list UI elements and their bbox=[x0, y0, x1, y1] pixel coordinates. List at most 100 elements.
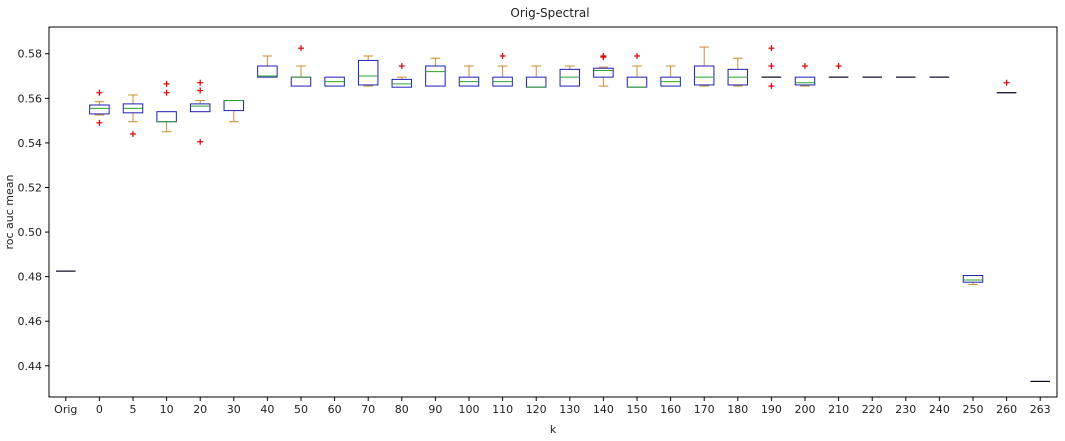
box-180 bbox=[727, 57, 749, 87]
box-series bbox=[56, 45, 1050, 382]
box-190 bbox=[761, 45, 782, 90]
box-body bbox=[425, 65, 446, 87]
box-10 bbox=[156, 80, 177, 133]
x-tick-label: 180 bbox=[727, 403, 748, 416]
box-body bbox=[391, 78, 413, 88]
y-tick-label: 0.46 bbox=[18, 315, 43, 328]
x-tick-label: 10 bbox=[160, 403, 174, 416]
outlier-marker bbox=[1003, 79, 1010, 86]
y-tick-label: 0.48 bbox=[18, 271, 43, 284]
outlier-marker bbox=[197, 87, 204, 94]
box-200 bbox=[794, 63, 816, 87]
y-tick-label: 0.50 bbox=[18, 226, 43, 239]
x-tick-label: 260 bbox=[996, 403, 1017, 416]
box-body bbox=[593, 67, 614, 78]
box-100 bbox=[458, 65, 480, 87]
x-tick-label: 5 bbox=[130, 403, 137, 416]
x-tick-label: 220 bbox=[862, 403, 883, 416]
x-tick-label: 250 bbox=[963, 403, 984, 416]
outlier-marker bbox=[163, 80, 170, 87]
outlier-marker bbox=[499, 52, 506, 59]
box-body bbox=[559, 68, 581, 87]
box-body bbox=[357, 59, 379, 86]
box-body bbox=[223, 100, 245, 112]
outlier-marker bbox=[96, 89, 103, 96]
x-tick-label: 190 bbox=[761, 403, 782, 416]
box-160 bbox=[660, 65, 681, 87]
x-tick-label: 120 bbox=[526, 403, 547, 416]
box-body bbox=[794, 76, 816, 86]
box-40 bbox=[257, 55, 278, 78]
x-tick-label: 200 bbox=[795, 403, 816, 416]
outlier-marker bbox=[768, 83, 775, 90]
outlier-marker bbox=[298, 45, 304, 52]
box-90 bbox=[425, 57, 446, 87]
box-body bbox=[189, 103, 211, 113]
box-20 bbox=[189, 79, 211, 145]
x-tick-label: 20 bbox=[193, 403, 207, 416]
x-tick-label: 90 bbox=[428, 403, 442, 416]
outlier-marker bbox=[634, 52, 640, 59]
box-250 bbox=[962, 275, 984, 285]
x-tick-label: 160 bbox=[660, 403, 681, 416]
box-60 bbox=[324, 76, 345, 87]
x-tick-label: 100 bbox=[459, 403, 480, 416]
x-axis-ticks: Orig 0 5 10 20 30 40 50 60 70 80 90 100 110 120 130 140 1… bbox=[54, 397, 1051, 416]
y-axis-label: roc auc mean bbox=[3, 174, 16, 249]
x-tick-label: 30 bbox=[227, 403, 241, 416]
box-210 bbox=[828, 63, 849, 78]
chart-title: Orig-Spectral bbox=[510, 6, 589, 20]
y-tick-label: 0.52 bbox=[18, 181, 43, 194]
box-70 bbox=[357, 55, 379, 87]
x-tick-label: 150 bbox=[627, 403, 648, 416]
x-tick-label: 40 bbox=[260, 403, 274, 416]
y-tick-label: 0.44 bbox=[18, 360, 43, 373]
box-body bbox=[156, 111, 177, 123]
box-30 bbox=[223, 100, 245, 123]
box-body bbox=[257, 65, 278, 78]
box-body bbox=[626, 76, 648, 88]
outlier-marker bbox=[600, 54, 607, 61]
outlier-marker bbox=[163, 89, 170, 96]
box-body bbox=[290, 76, 312, 87]
x-tick-label: 80 bbox=[395, 403, 409, 416]
x-tick-label: Orig bbox=[54, 403, 77, 416]
x-tick-label: 130 bbox=[559, 403, 580, 416]
x-tick-label: 210 bbox=[828, 403, 849, 416]
y-tick-label: 0.56 bbox=[18, 92, 43, 105]
box-140 bbox=[593, 52, 614, 87]
box-170 bbox=[693, 46, 715, 87]
x-axis-label: k bbox=[550, 423, 557, 436]
x-tick-label: 140 bbox=[593, 403, 614, 416]
y-tick-label: 0.54 bbox=[18, 137, 43, 150]
outlier-marker bbox=[398, 63, 405, 70]
x-tick-label: 50 bbox=[294, 403, 308, 416]
x-tick-label: 240 bbox=[929, 403, 950, 416]
box-150 bbox=[626, 52, 648, 88]
x-tick-label: 230 bbox=[895, 403, 916, 416]
box-260 bbox=[996, 79, 1017, 94]
box-body bbox=[525, 76, 547, 88]
outlier-marker bbox=[197, 138, 204, 145]
box-120 bbox=[525, 65, 547, 88]
box-50 bbox=[290, 45, 312, 87]
plot-frame bbox=[48, 26, 1058, 398]
x-tick-label: 70 bbox=[361, 403, 375, 416]
y-axis-ticks: 0.44 0.46 0.48 0.50 0.52 0.54 0.56 0.58 bbox=[18, 48, 49, 373]
box-110 bbox=[492, 52, 513, 87]
box-body bbox=[693, 65, 715, 86]
outlier-marker bbox=[197, 79, 204, 86]
outlier-marker bbox=[96, 119, 103, 126]
box-body bbox=[89, 104, 110, 115]
outlier-marker bbox=[768, 63, 775, 70]
box-5 bbox=[122, 94, 144, 137]
x-tick-label: 170 bbox=[694, 403, 715, 416]
box-80 bbox=[391, 63, 413, 88]
outlier-marker bbox=[835, 63, 842, 70]
y-tick-label: 0.58 bbox=[18, 48, 43, 61]
x-tick-label: 263 bbox=[1030, 403, 1051, 416]
x-tick-label: 0 bbox=[96, 403, 103, 416]
outlier-marker bbox=[802, 63, 808, 70]
x-tick-label: 60 bbox=[328, 403, 342, 416]
